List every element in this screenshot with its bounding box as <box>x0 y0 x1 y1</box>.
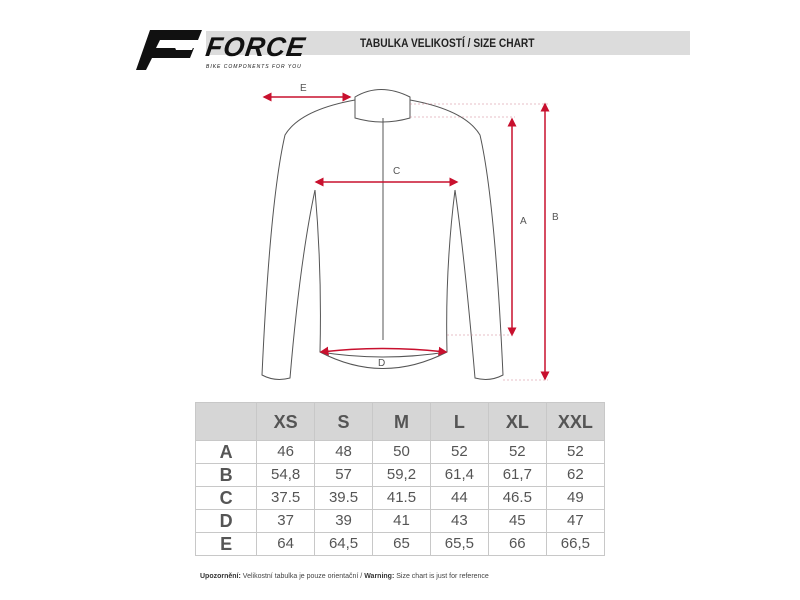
table-cell: 52 <box>429 440 489 464</box>
table-cell: 44 <box>429 486 489 510</box>
table-cell: 52 <box>487 440 547 464</box>
table-row: D 37 39 41 43 45 47 <box>194 509 606 533</box>
table-cell: 39 <box>314 509 374 533</box>
table-cell: 46 <box>256 440 316 464</box>
table-row: A 46 48 50 52 52 52 <box>194 440 606 464</box>
row-label: E <box>194 532 258 556</box>
table-cell: 37.5 <box>256 486 316 510</box>
title-bar <box>206 31 690 55</box>
page-title: TABULKA VELIKOSTÍ / SIZE CHART <box>360 36 535 50</box>
force-logo-icon <box>136 30 202 70</box>
table-cell: 49 <box>545 486 606 510</box>
table-cell: 45 <box>487 509 547 533</box>
table-cell: 37 <box>256 509 316 533</box>
row-label: D <box>194 509 258 533</box>
col-header: L <box>429 402 489 441</box>
table-cell: 62 <box>545 463 606 487</box>
jersey-diagram: E C A B D <box>261 83 559 381</box>
table-cell: 65,5 <box>429 532 489 556</box>
table-row: B 54,8 57 59,2 61,4 61,7 62 <box>194 463 606 487</box>
table-cell: 59,2 <box>372 463 431 487</box>
col-header: XXL <box>545 402 606 441</box>
label-a: A <box>520 216 527 227</box>
jersey-outline <box>261 89 504 380</box>
table-cell: 61,7 <box>487 463 547 487</box>
table-cell: 64,5 <box>314 532 374 556</box>
table-cell: 66 <box>487 532 547 556</box>
table-cell: 41.5 <box>372 486 431 510</box>
table-cell: 66,5 <box>545 532 606 556</box>
label-d: D <box>378 358 385 369</box>
label-e: E <box>300 83 307 94</box>
table-cell: 52 <box>545 440 606 464</box>
table-cell: 48 <box>314 440 374 464</box>
table-header-row: XS S M L XL XXL <box>194 402 606 441</box>
table-row: E 64 64,5 65 65,5 66 66,5 <box>194 532 606 556</box>
row-label: C <box>194 486 258 510</box>
col-header: S <box>314 402 374 441</box>
label-c: C <box>393 166 400 177</box>
table-cell: 64 <box>256 532 316 556</box>
warning-note: Upozornění: Velikostní tabulka je pouze … <box>200 573 489 580</box>
col-header: M <box>372 402 431 441</box>
table-row: C 37.5 39.5 41.5 44 46.5 49 <box>194 486 606 510</box>
table-cell: 47 <box>545 509 606 533</box>
size-table: XS S M L XL XXL A 46 48 50 52 52 52 B 54,8 57 59,2… <box>194 402 606 556</box>
table-cell: 65 <box>372 532 431 556</box>
col-header: XL <box>487 402 547 441</box>
table-cell: 54,8 <box>256 463 316 487</box>
label-b: B <box>552 212 559 223</box>
brand-tagline: BIKE COMPONENTS FOR YOU <box>206 64 302 70</box>
table-cell: 39.5 <box>314 486 374 510</box>
table-cell: 41 <box>372 509 431 533</box>
row-label: A <box>194 440 258 464</box>
table-cell: 61,4 <box>429 463 489 487</box>
table-cell: 43 <box>429 509 489 533</box>
arrow-d <box>319 346 448 356</box>
table-cell: 46.5 <box>487 486 547 510</box>
col-header: XS <box>256 402 316 441</box>
table-cell: 50 <box>372 440 431 464</box>
row-label: B <box>194 463 258 487</box>
table-cell: 57 <box>314 463 374 487</box>
